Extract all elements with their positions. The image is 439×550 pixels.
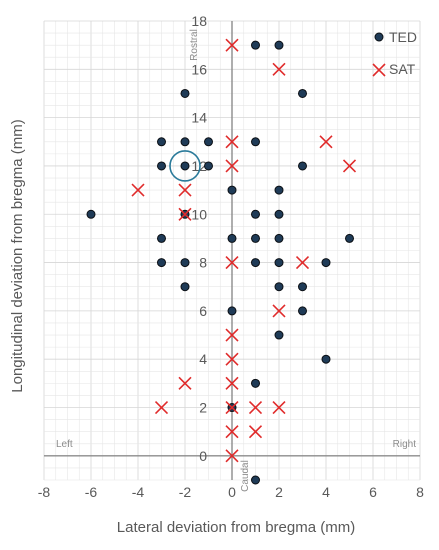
- sat-point: [248, 425, 263, 439]
- grid: [43, 20, 421, 481]
- sat-point: [225, 38, 239, 52]
- sat-point: [178, 207, 192, 221]
- y-tick-label: 16: [191, 61, 207, 77]
- ted-point: [180, 282, 190, 292]
- ted-point: [274, 330, 284, 340]
- caudal-label: Caudal: [240, 460, 251, 492]
- ted-point: [180, 161, 190, 171]
- sat-point: [272, 304, 286, 318]
- x-tick-label: 0: [228, 484, 236, 500]
- ted-point: [251, 137, 260, 147]
- highlight-circle: [169, 150, 201, 182]
- sat-point: [154, 400, 169, 415]
- rostral-label: Rostral: [189, 29, 200, 61]
- legend-ted-label: TED: [389, 29, 417, 45]
- y-axis-title: Longitudinal deviation from bregma (mm): [9, 119, 26, 392]
- ted-point: [298, 306, 307, 316]
- ted-point: [157, 233, 166, 243]
- x-tick-label: -8: [38, 484, 51, 500]
- right-label: Right: [393, 439, 417, 450]
- ted-point: [157, 161, 166, 171]
- sat-point: [225, 425, 239, 439]
- legend-ted-marker: [374, 32, 384, 42]
- ted-point: [345, 233, 354, 243]
- x-tick-label: 6: [369, 484, 377, 500]
- sat-point: [225, 352, 239, 366]
- ted-point: [251, 258, 260, 268]
- x-tick-label: -4: [132, 484, 145, 500]
- x-tick-label: 4: [322, 484, 330, 500]
- ted-point: [274, 209, 284, 219]
- ted-point: [227, 233, 237, 243]
- y-tick-label: 6: [199, 303, 207, 319]
- ted-point: [180, 258, 190, 268]
- ted-point: [274, 258, 284, 268]
- sat-point: [342, 159, 357, 173]
- y-tick-label: 4: [199, 351, 207, 367]
- ted-point: [180, 137, 190, 147]
- sat-point: [131, 183, 145, 197]
- sat-point: [319, 135, 333, 149]
- ted-point: [251, 475, 260, 485]
- sat-point: [248, 400, 263, 415]
- ted-point: [274, 282, 284, 292]
- y-tick-label: 8: [199, 255, 207, 271]
- y-tick-label: 2: [199, 400, 207, 416]
- x-tick-label: -2: [179, 484, 192, 500]
- ted-point: [321, 258, 331, 268]
- ted-point: [298, 282, 307, 292]
- sat-point: [295, 256, 310, 270]
- x-tick-label: 8: [416, 484, 424, 500]
- ted-point: [251, 209, 260, 219]
- ted-point: [274, 40, 284, 50]
- sat-point: [178, 183, 192, 197]
- sat-point: [225, 328, 239, 342]
- highlight: [169, 150, 201, 182]
- ted-point: [321, 354, 331, 364]
- ted-point: [180, 88, 190, 98]
- ted-point: [204, 161, 213, 171]
- ted-point: [251, 40, 260, 50]
- left-label: Left: [56, 439, 73, 450]
- y-tick-label: 18: [191, 13, 207, 29]
- ted-point: [227, 306, 237, 316]
- ted-point: [251, 233, 260, 243]
- ted-point: [86, 209, 96, 219]
- sat-point: [225, 159, 239, 173]
- ted-point: [274, 185, 284, 195]
- sat-point: [225, 376, 239, 390]
- ted-point: [157, 258, 166, 268]
- ted-point: [274, 233, 284, 243]
- sat-point: [272, 400, 286, 415]
- ted-point: [157, 137, 166, 147]
- y-tick-label: 0: [199, 448, 207, 464]
- legend-sat-label: SAT: [389, 61, 416, 77]
- x-axis-title: Lateral deviation from bregma (mm): [117, 519, 355, 536]
- x-tick-label: 2: [275, 484, 283, 500]
- sat-point: [178, 376, 192, 390]
- ted-point: [298, 88, 307, 98]
- sat-point: [225, 135, 239, 149]
- sat-point: [272, 62, 286, 76]
- x-tick-label: -6: [85, 484, 98, 500]
- sat-point: [225, 400, 239, 415]
- legend-sat-marker: [372, 63, 386, 77]
- ted-point: [298, 161, 307, 171]
- ted-point: [251, 378, 260, 388]
- y-tick-label: 10: [191, 206, 207, 222]
- sat-point: [225, 256, 239, 270]
- y-tick-label: 14: [191, 110, 207, 126]
- ted-point: [227, 185, 237, 195]
- sat-point: [225, 449, 239, 463]
- ted-point: [204, 137, 213, 147]
- legend: TED SAT: [372, 29, 417, 77]
- data-points: [86, 38, 357, 485]
